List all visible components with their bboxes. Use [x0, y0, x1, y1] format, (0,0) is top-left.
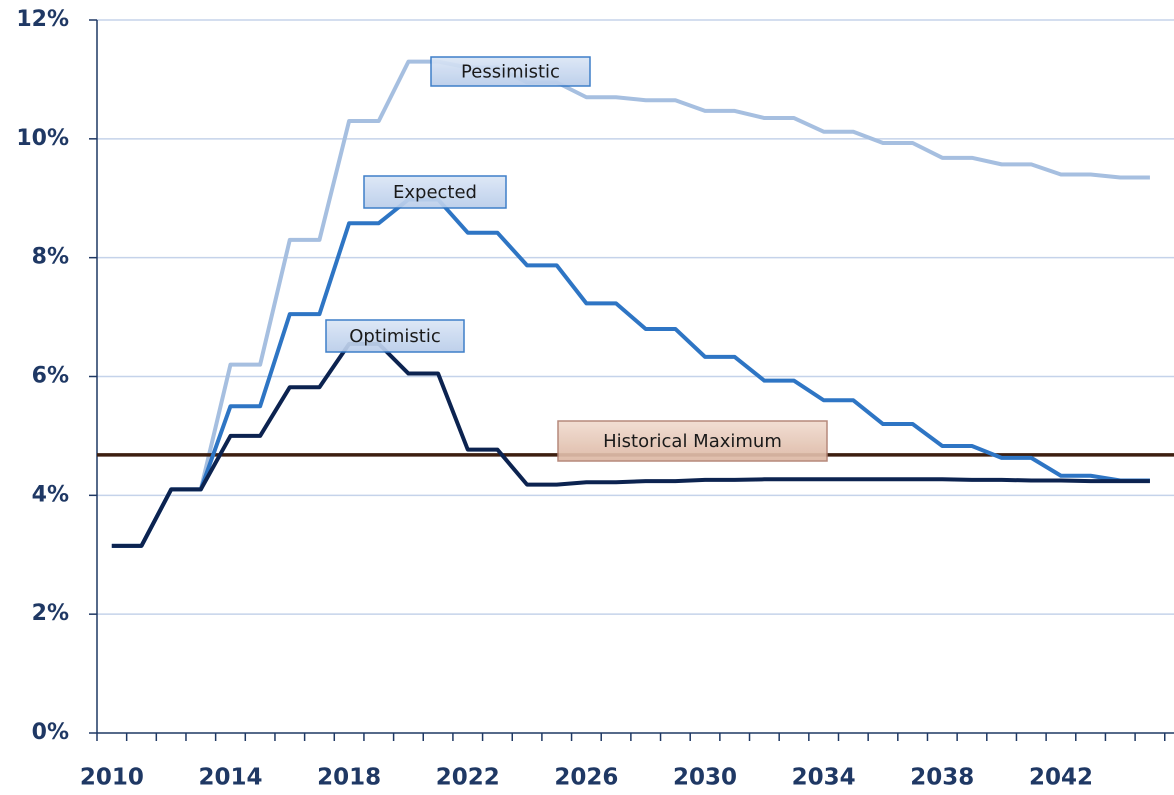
y-tick-label: 0%: [32, 720, 69, 745]
x-tick-label: 2018: [317, 765, 381, 791]
series-line: [111, 59, 1150, 548]
y-tick-label: 12%: [16, 7, 69, 32]
x-tick-label: 2030: [673, 765, 737, 791]
x-tick-label: 2026: [554, 765, 618, 791]
x-tick-label: 2042: [1029, 765, 1093, 791]
series-line: [111, 341, 1150, 548]
x-tick-label: 2010: [80, 765, 144, 791]
y-tick-label: 10%: [16, 126, 69, 151]
x-tick-label: 2034: [792, 765, 856, 791]
series-label: Expected: [393, 182, 477, 203]
y-tick-label: 4%: [32, 482, 69, 507]
label-box: [363, 175, 507, 209]
series-label: Pessimistic: [461, 62, 560, 83]
series-line: [111, 197, 1150, 548]
x-tick-label: 2038: [910, 765, 974, 791]
x-tick-label: 2022: [436, 765, 500, 791]
y-tick-label: 8%: [32, 245, 69, 270]
label-box: [430, 56, 591, 87]
y-tick-label: 2%: [32, 601, 69, 626]
label-box: [325, 319, 465, 353]
label-box: [557, 420, 828, 462]
series-label: Optimistic: [349, 326, 441, 347]
series-label: Historical Maximum: [603, 431, 782, 452]
x-tick-label: 2014: [198, 765, 262, 791]
y-tick-label: 6%: [32, 364, 69, 389]
